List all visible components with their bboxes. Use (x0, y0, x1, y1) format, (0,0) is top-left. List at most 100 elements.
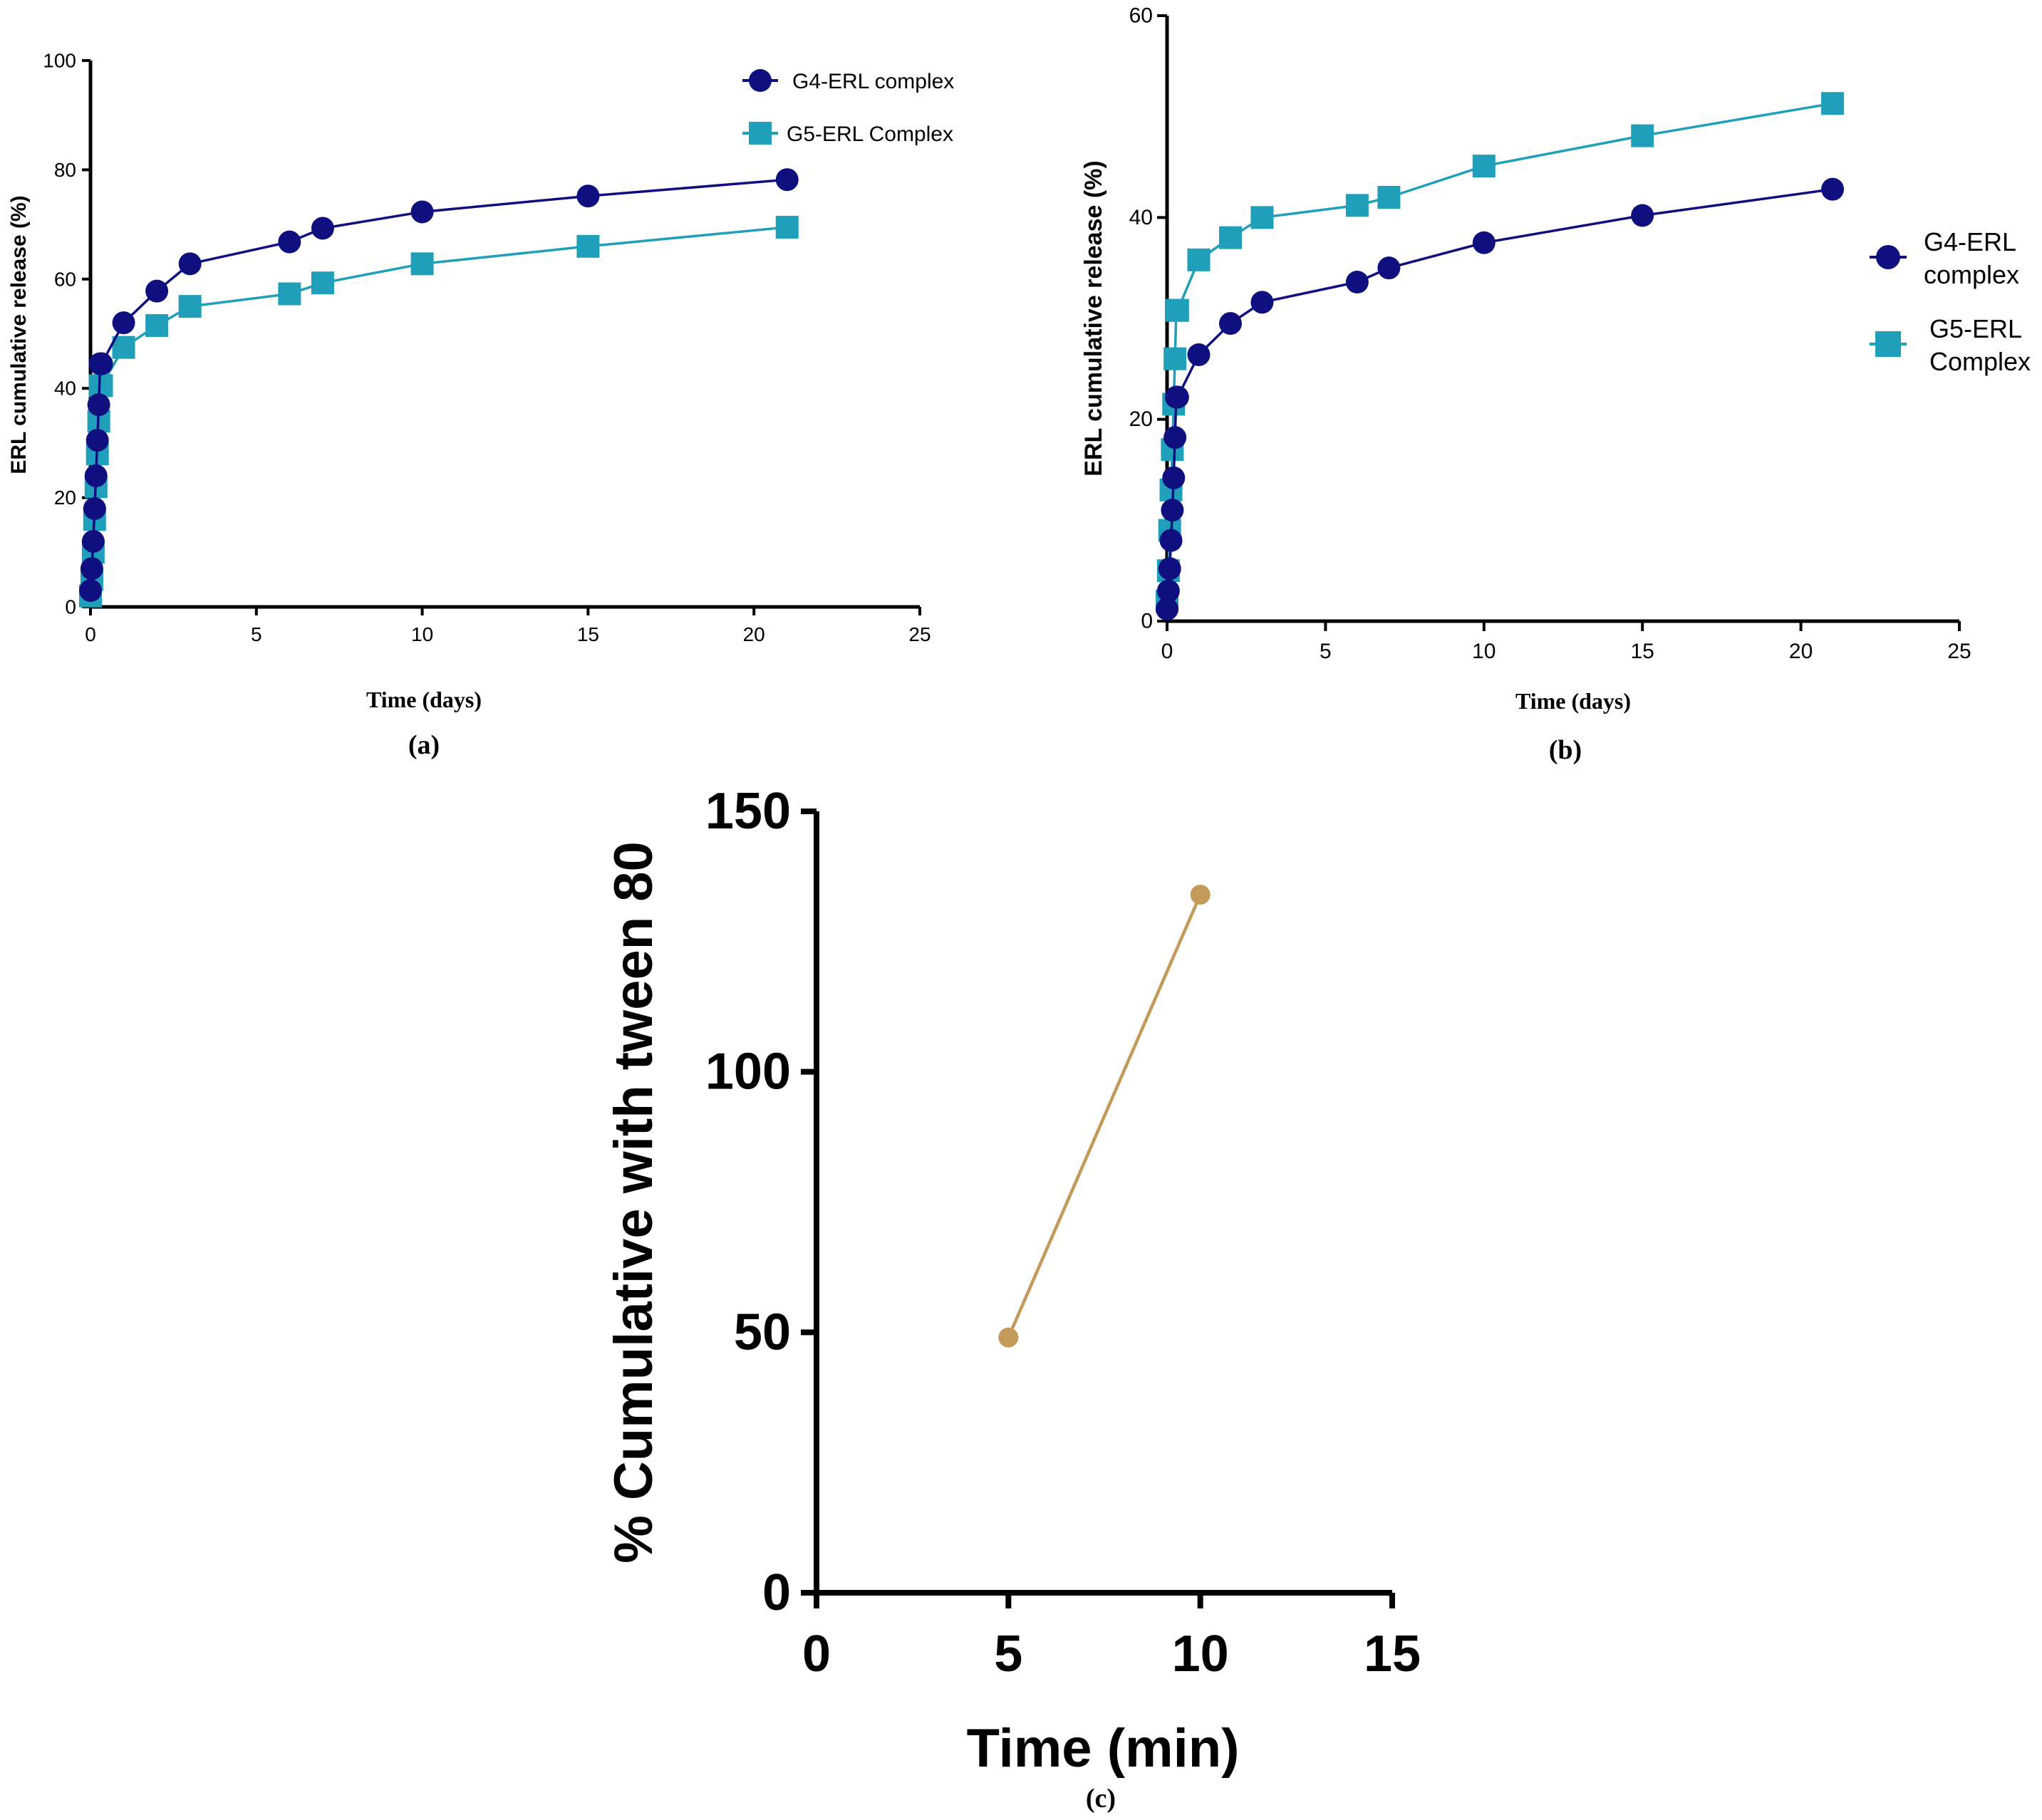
chart-b-ticks: 0 5 10 15 20 25 0 20 40 60 (1129, 4, 1971, 664)
chart-a-legend-marker-g4 (749, 69, 772, 92)
chart-b-series-1-point (1472, 231, 1496, 254)
chart-b-y-tick-label: 0 (1141, 610, 1153, 633)
chart-b-series-2-point (1821, 92, 1845, 115)
chart-c-y-tick-label: 100 (705, 1044, 791, 1101)
chart-a-x-tick-label: 0 (85, 623, 96, 645)
chart-b-series-1-point (1345, 271, 1369, 293)
chart-a-series-1-point (278, 230, 301, 254)
chart-a-legend-marker-g5 (749, 122, 772, 145)
chart-b-series-1-point (1377, 256, 1401, 280)
chart-b-x-tick-label: 0 (1161, 640, 1173, 663)
chart-a-caption: (a) (408, 730, 440, 760)
chart-c-x-tick-label: 10 (1172, 1626, 1229, 1683)
chart-a-y-tick-label: 20 (54, 487, 76, 509)
chart-a-y-tick-label: 40 (54, 378, 76, 400)
chart-c-y-tick-label: 150 (705, 783, 791, 840)
chart-a-legend-label-g5: G5-ERL Complex (787, 123, 953, 146)
chart-b-series-2-line (1166, 102, 1833, 601)
chart-a-y-tick-label: 0 (65, 596, 76, 618)
chart-a-series-1-point (178, 252, 202, 276)
chart-b-series-2-point (1218, 226, 1242, 249)
chart-a-series-1-point (80, 557, 103, 581)
chart-b-series-1-point (1156, 579, 1180, 603)
chart-b-series-2-point (1166, 298, 1189, 322)
chart-b-legend-item-g4: G4-ERL complex (1870, 227, 2019, 289)
chart-a-x-tick-label: 5 (251, 623, 262, 645)
chart-c-series-1-point (1190, 885, 1211, 905)
chart-c-y-label: % Cumulative with tween 80 (603, 841, 664, 1564)
chart-a-series-2-line (89, 226, 787, 596)
chart-a-series-1-point (410, 200, 434, 224)
chart-b-series (1156, 92, 1845, 620)
chart-b-series-1-point (1166, 385, 1189, 409)
chart-b-legend-label-g4-line1: G4-ERL (1924, 227, 2016, 256)
chart-c-series-1-line (1007, 894, 1202, 1338)
chart-b-series-1-point (1156, 598, 1178, 620)
chart-a-series (79, 168, 799, 608)
chart-a-series-2-point (576, 234, 600, 258)
chart-b-x-tick-label: 15 (1631, 640, 1654, 663)
chart-a-series-1-point (85, 429, 109, 452)
chart-b-series-1-point (1158, 557, 1181, 581)
chart-a-series-1-point (83, 496, 106, 520)
chart-b-caption: (b) (1549, 735, 1582, 765)
chart-a-series-2-point (410, 252, 434, 276)
chart-a-series-1-line (89, 178, 787, 591)
chart-b-series-1-point (1162, 466, 1186, 489)
chart-a: 0 5 10 15 20 25 0 20 40 60 80 100 ERL cumulative re… (7, 50, 954, 761)
chart-a-series-1-point (79, 578, 102, 602)
chart-a-series-2-point (112, 336, 135, 359)
chart-b-legend-item-g5: G5-ERL Complex (1870, 314, 2031, 376)
chart-c-x-tick-label: 15 (1364, 1626, 1421, 1683)
chart-a-series-1-point (112, 311, 135, 335)
chart-a-legend-label-g4: G4-ERL complex (792, 70, 954, 93)
chart-a-series-1-point (775, 168, 799, 192)
chart-a-y-label: ERL cumulative release (%) (7, 195, 31, 474)
chart-b-series-1-point (1250, 291, 1274, 314)
chart-c-y-tick-label: 50 (734, 1304, 791, 1361)
chart-b-series-1-point (1187, 343, 1211, 366)
chart-b-series-2-point (1472, 155, 1496, 178)
chart-b-legend: G4-ERL complex G5-ERL Complex (1870, 227, 2031, 376)
chart-b-series-2-point (1377, 186, 1401, 209)
chart-c-x-tick-label: 0 (802, 1626, 831, 1683)
chart-b-series-1-point (1631, 204, 1654, 227)
chart-a-series-1-point (87, 393, 110, 417)
chart-b-legend-marker-g5 (1875, 331, 1901, 357)
chart-c-x-tick-label: 5 (994, 1626, 1022, 1683)
chart-c-y-tick-label: 0 (762, 1564, 791, 1621)
chart-a-ticks: 0 5 10 15 20 25 0 20 40 60 80 100 (43, 50, 931, 646)
chart-b-y-tick-label: 40 (1129, 206, 1153, 229)
chart-b-legend-label-g4-line2: complex (1924, 260, 2019, 289)
chart-a-series-1-point (145, 279, 169, 303)
chart-a-series-1-point (90, 352, 113, 375)
chart-b-x-label: Time (days) (1515, 688, 1631, 714)
chart-b-y-tick-label: 20 (1129, 407, 1153, 431)
chart-b-x-tick-label: 10 (1472, 640, 1496, 663)
chart-b-legend-label-g5-line1: G5-ERL (1929, 314, 2022, 343)
chart-a-y-tick-label: 80 (54, 159, 76, 181)
chart-b-series-2-point (1187, 248, 1211, 271)
chart-c-x-label: Time (min) (967, 1718, 1240, 1779)
chart-b-x-tick-label: 25 (1947, 640, 1971, 663)
chart-b-legend-label-g5-line2: Complex (1929, 347, 2031, 376)
chart-b-legend-marker-g4 (1876, 245, 1900, 269)
chart-a-y-tick-label: 60 (54, 268, 76, 290)
chart-a-x-tick-label: 10 (411, 623, 433, 645)
chart-a-x-label: Time (days) (366, 687, 482, 712)
chart-a-legend-item-g4: G4-ERL complex (742, 69, 954, 93)
chart-a-series-2-point (90, 374, 113, 397)
chart-b-series-2-point (1631, 124, 1654, 147)
chart-a-legend-item-g5: G5-ERL Complex (742, 122, 953, 146)
chart-a-series-1-point (576, 184, 600, 208)
chart-b-series-2-point (1163, 347, 1187, 370)
chart-a-x-tick-label: 15 (577, 623, 599, 645)
chart-b-x-tick-label: 20 (1789, 640, 1813, 663)
chart-a-series-2-point (278, 282, 301, 306)
chart-b-y-tick-label: 60 (1129, 4, 1153, 28)
chart-a-series-2-point (311, 271, 334, 295)
chart-b-series-2-point (1345, 194, 1369, 217)
